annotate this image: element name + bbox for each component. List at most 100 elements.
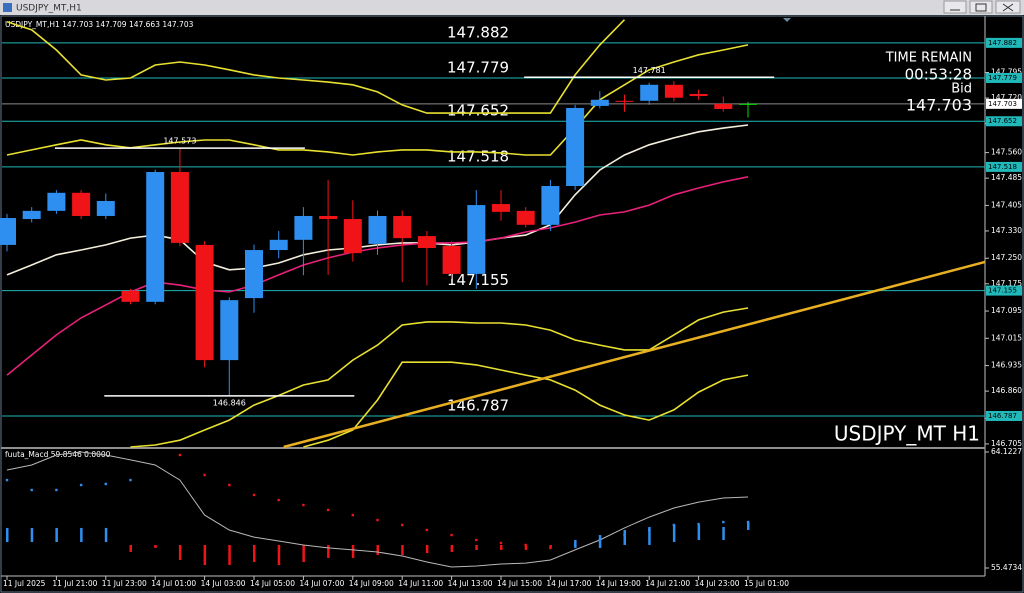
- y-tick-label: 146.860: [991, 386, 1022, 395]
- signal-dot: [178, 453, 182, 457]
- candle-body: [47, 192, 66, 211]
- candle-body: [170, 172, 189, 243]
- signal-dot: [79, 483, 83, 487]
- histogram-bar: [598, 535, 602, 548]
- time-remain-label: TIME REMAIN: [885, 51, 972, 66]
- y-tick-label: 147.250: [991, 253, 1022, 262]
- level-badge-label: 147.779: [988, 74, 1017, 82]
- level-badge-label: 147.652: [988, 117, 1017, 125]
- level-badge: [986, 410, 1022, 421]
- signal-dot: [672, 523, 676, 527]
- candle-body: [96, 200, 115, 216]
- candle-body: [294, 215, 313, 240]
- price-mark-label: 147.781: [633, 66, 666, 75]
- close-icon: [1002, 3, 1014, 12]
- signal-dot: [401, 523, 404, 527]
- signal-dot: [5, 478, 9, 482]
- histogram-bar: [55, 527, 58, 543]
- signal-dot: [524, 543, 527, 547]
- histogram-bar: [253, 544, 256, 563]
- y-tick-label: 147.405: [991, 200, 1022, 209]
- y-tick-label: 147.175: [991, 279, 1022, 288]
- window-title: USDJPY_MT,H1: [16, 4, 82, 14]
- level-badge: [986, 37, 1022, 48]
- x-tick-label: 14 Jul 09:00: [349, 579, 394, 588]
- x-tick-label: 14 Jul 07:00: [299, 579, 344, 588]
- symbol-label: USDJPY_MT H1: [834, 422, 980, 446]
- x-tick-label: 14 Jul 17:00: [546, 579, 591, 588]
- price-mark-label: 147.573: [163, 137, 196, 146]
- candle-body: [195, 244, 214, 361]
- x-tick-label: 14 Jul 01:00: [151, 579, 196, 588]
- window-icon: [3, 3, 12, 12]
- signal-dot: [302, 503, 305, 507]
- shift-marker: [783, 18, 791, 22]
- histogram-bar: [672, 524, 676, 543]
- y-tick-label: 147.485: [991, 173, 1022, 182]
- histogram-bar: [475, 544, 478, 550]
- candle-body: [492, 204, 510, 212]
- signal-dot: [129, 478, 132, 482]
- histogram-bar: [277, 544, 281, 565]
- signal-line: [6, 451, 749, 568]
- signal-dot: [203, 473, 206, 477]
- x-tick-label: 14 Jul 03:00: [201, 579, 246, 588]
- level-badge-label: 146.787: [988, 412, 1017, 420]
- x-tick-label: 14 Jul 05:00: [250, 579, 295, 588]
- candle-body: [220, 300, 239, 361]
- histogram-bar: [549, 544, 552, 548]
- signal-dot: [499, 541, 503, 545]
- x-tick-label: 11 Jul 23:00: [102, 579, 147, 588]
- histogram-bar: [697, 524, 701, 541]
- y-tick-label: 147.560: [991, 148, 1022, 157]
- candle-body: [739, 103, 757, 105]
- candle-body: [442, 245, 461, 274]
- signal-dot: [475, 538, 478, 542]
- level-badge: [986, 285, 1022, 296]
- candle-body: [0, 218, 16, 245]
- indicator-line: [6, 19, 626, 114]
- y-tick-label: 146.705: [991, 439, 1022, 448]
- histogram-bar: [722, 527, 725, 541]
- signal-dot: [623, 533, 626, 537]
- candle-body: [269, 239, 288, 251]
- candle-body: [590, 99, 609, 106]
- y-tick-label: 147.015: [991, 333, 1022, 342]
- signal-dot: [326, 508, 330, 512]
- y-tick-label: 147.095: [991, 306, 1022, 315]
- x-tick-label: 14 Jul 11:00: [398, 579, 443, 588]
- candle-body: [566, 107, 585, 186]
- title-bar: [0, 0, 1024, 15]
- level-badge-label: 147.882: [988, 39, 1017, 47]
- histogram-bar: [450, 544, 454, 552]
- signal-dot: [30, 488, 33, 492]
- minimize-button[interactable]: [943, 0, 967, 14]
- signal-dot: [277, 498, 280, 502]
- indicator-line: [130, 307, 749, 448]
- histogram-bar: [376, 544, 379, 556]
- level-label: 147.779: [447, 58, 509, 76]
- histogram-bar: [747, 522, 750, 530]
- histogram-bar: [351, 544, 355, 558]
- level-badge-label: 147.518: [988, 163, 1017, 171]
- signal-dot: [746, 520, 750, 524]
- signal-dot: [228, 483, 231, 487]
- x-tick-label: 11 Jul 2025: [3, 579, 46, 588]
- histogram-bar: [30, 527, 34, 543]
- level-label: 147.652: [447, 102, 509, 120]
- signal-dot: [351, 513, 354, 517]
- window-buttons[interactable]: [943, 0, 1021, 14]
- x-tick-label: 14 Jul 19:00: [596, 579, 641, 588]
- candle-body: [541, 185, 560, 225]
- histogram-bar: [6, 527, 9, 543]
- candle-body: [516, 210, 535, 225]
- histogram-bar: [623, 529, 626, 545]
- bid-badge-label: 147.703: [988, 100, 1017, 108]
- signal-dot: [450, 533, 453, 537]
- maximize-icon: [975, 3, 987, 12]
- y-tick-label: 55.4734: [991, 563, 1022, 572]
- candle-body: [245, 250, 263, 299]
- candle-body: [689, 93, 708, 97]
